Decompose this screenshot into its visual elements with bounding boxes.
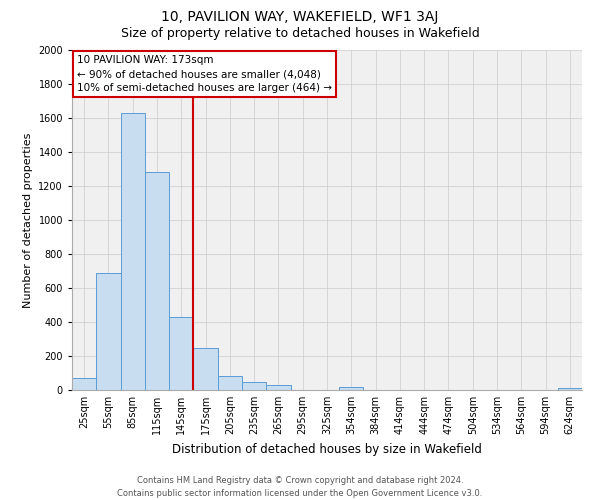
Text: Size of property relative to detached houses in Wakefield: Size of property relative to detached ho… [121,28,479,40]
Bar [266,385,290,390]
Y-axis label: Number of detached properties: Number of detached properties [23,132,33,308]
Bar [121,113,145,390]
Bar [339,386,364,390]
Bar [218,376,242,390]
Text: 10 PAVILION WAY: 173sqm
← 90% of detached houses are smaller (4,048)
10% of semi: 10 PAVILION WAY: 173sqm ← 90% of detache… [77,55,332,93]
Bar [72,378,96,390]
Bar [242,382,266,390]
Bar [96,272,121,390]
Bar [193,348,218,390]
X-axis label: Distribution of detached houses by size in Wakefield: Distribution of detached houses by size … [172,442,482,456]
Bar [145,172,169,390]
Text: 10, PAVILION WAY, WAKEFIELD, WF1 3AJ: 10, PAVILION WAY, WAKEFIELD, WF1 3AJ [161,10,439,24]
Bar [558,388,582,390]
Bar [169,317,193,390]
Text: Contains HM Land Registry data © Crown copyright and database right 2024.
Contai: Contains HM Land Registry data © Crown c… [118,476,482,498]
